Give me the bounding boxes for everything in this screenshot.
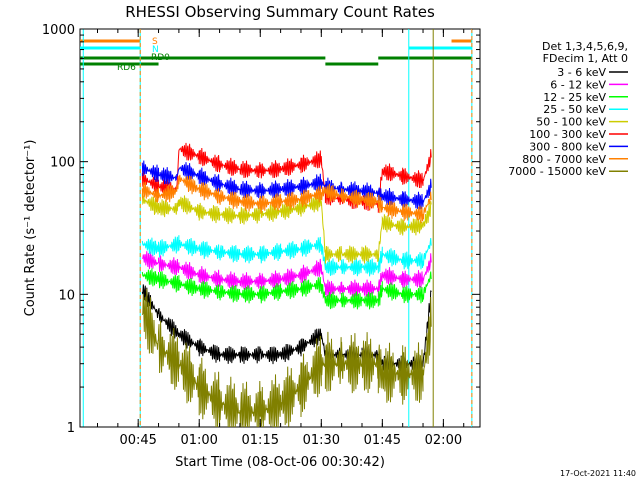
series-line	[141, 251, 432, 298]
series-line	[141, 268, 432, 310]
legend-entry: 25 - 50 keV	[543, 103, 606, 116]
legend-entry: 800 - 7000 keV	[522, 153, 606, 166]
plot-frame	[79, 28, 481, 428]
series-line	[141, 160, 432, 210]
x-tick-label: 00:45	[119, 433, 156, 448]
legend-header: Det 1,3,4,5,6,9,	[542, 40, 628, 53]
legend-entry: 12 - 25 keV	[543, 91, 606, 104]
series-line	[141, 235, 432, 277]
x-tick-label: 01:15	[242, 433, 279, 448]
x-tick-label: 01:30	[303, 433, 340, 448]
flag-label-rd6: RD6	[117, 63, 136, 73]
x-tick-label: 01:00	[180, 433, 217, 448]
legend-entry: 7000 - 15000 keV	[508, 165, 606, 178]
legend-entry: 300 - 800 keV	[529, 140, 606, 153]
legend-header: FDecim 1, Att 0	[543, 52, 628, 65]
x-tick-label: 01:45	[364, 433, 401, 448]
y-tick-label: 100	[50, 156, 75, 171]
timestamp: 17-Oct-2021 11:40	[560, 469, 636, 478]
x-tick-label: 02:00	[425, 433, 462, 448]
flag-label-rd0: RD0	[151, 53, 170, 63]
y-axis-label: Count Rate (s⁻¹ detector⁻¹)	[23, 140, 38, 317]
series-line	[141, 142, 432, 213]
legend: Det 1,3,4,5,6,9,FDecim 1, Att 03 - 6 keV…	[508, 40, 628, 178]
x-axis-label: Start Time (08-Oct-06 00:30:42)	[175, 455, 385, 470]
series-line	[141, 288, 432, 428]
legend-entry: 100 - 300 keV	[529, 128, 606, 141]
series-lines	[141, 142, 432, 428]
y-tick-label: 1	[67, 421, 75, 436]
series-line	[141, 174, 432, 224]
legend-entry: 3 - 6 keV	[557, 66, 606, 79]
series-line	[141, 193, 432, 264]
plot-area	[79, 28, 481, 428]
y-tick-label: 1000	[42, 23, 75, 38]
axes: 00:45 01:00 01:15 01:30 01:45 02:00 1 10 100 1000	[42, 23, 480, 448]
flag-label-s: S	[152, 37, 158, 47]
legend-entry: 6 - 12 keV	[550, 78, 606, 91]
chart-title: RHESSI Observing Summary Count Rates	[125, 3, 435, 21]
flag-label-n: N	[152, 45, 159, 55]
y-tick-label: 10	[58, 288, 75, 303]
series-line	[141, 284, 432, 373]
legend-entry: 50 - 100 keV	[536, 116, 606, 129]
